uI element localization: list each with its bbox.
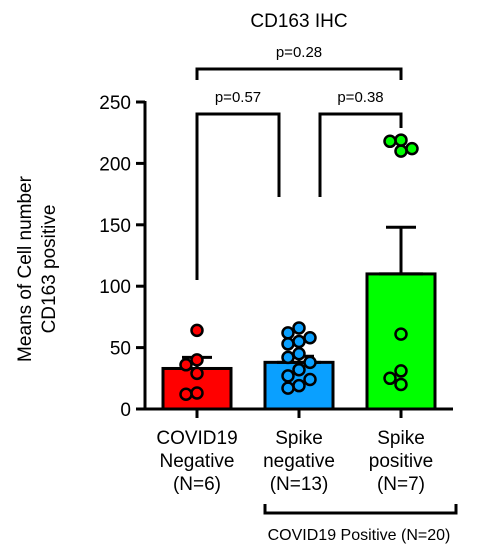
x-tick-label-1-2: (N=13) [270, 474, 329, 495]
data-point-0-2 [179, 358, 193, 372]
p-value-label-2: p=0.28 [276, 44, 322, 61]
x-tick-label-1-0: Spike [275, 428, 323, 449]
data-point-2-4 [394, 327, 408, 341]
x-tick-label-0-2: (N=6) [173, 474, 221, 495]
x-tick-label-2-2: (N=7) [377, 474, 425, 495]
y-tick-label-0: 0 [120, 400, 131, 421]
data-point-1-2 [303, 331, 317, 345]
y-axis-label-line-1: Means of Cell number [15, 175, 36, 362]
significance-bracket-1 [318, 112, 403, 197]
data-point-1-12 [281, 381, 295, 395]
data-point-1-7 [303, 355, 317, 370]
data-point-2-3 [394, 144, 408, 158]
y-tick-label-2: 100 [99, 277, 131, 298]
x-tick-label-0-0: COVID19 [156, 428, 237, 449]
data-point-1-6 [281, 350, 295, 365]
y-tick-label-3: 150 [99, 216, 131, 237]
y-tick-label-5: 250 [99, 93, 131, 114]
data-point-0-4 [190, 386, 204, 400]
y-axis-label-line-2: CD163 positive [39, 205, 60, 334]
data-point-1-9 [281, 369, 295, 383]
x-tick-label-1-1: negative [263, 451, 335, 472]
significance-bracket-0 [195, 112, 281, 280]
y-tick-label-1: 50 [110, 339, 131, 360]
data-point-0-0 [190, 323, 204, 338]
y-tick-label-4: 200 [99, 154, 131, 175]
chart-title: CD163 IHC [250, 11, 347, 32]
data-point-2-5 [394, 364, 408, 378]
data-point-0-3 [190, 366, 204, 381]
data-point-1-3 [292, 334, 306, 349]
p-value-label-1: p=0.38 [337, 89, 383, 106]
data-point-2-6 [383, 371, 397, 386]
data-point-1-8 [292, 362, 306, 377]
data-point-1-0 [292, 321, 306, 335]
data-point-2-7 [394, 377, 408, 392]
data-point-1-11 [292, 378, 306, 393]
x-tick-label-2-1: positive [369, 451, 433, 472]
data-point-1-5 [292, 346, 306, 361]
data-point-0-1 [190, 353, 204, 367]
x-tick-label-2-0: Spike [377, 428, 425, 449]
group-bracket [263, 504, 458, 515]
data-point-2-0 [394, 133, 408, 147]
data-point-1-4 [281, 337, 295, 351]
group-annotation: COVID19 Positive (N=20) [268, 527, 451, 544]
y-axis-label: Means of Cell number CD163 positive [15, 175, 60, 362]
data-point-0-5 [179, 387, 193, 402]
p-value-label-0: p=0.57 [215, 89, 261, 106]
data-point-2-1 [383, 134, 397, 149]
x-tick-label-0-1: Negative [160, 451, 235, 472]
data-point-1-1 [281, 326, 295, 340]
data-point-1-10 [303, 372, 317, 387]
significance-bracket-2 [195, 67, 403, 80]
data-point-2-2 [405, 141, 419, 156]
